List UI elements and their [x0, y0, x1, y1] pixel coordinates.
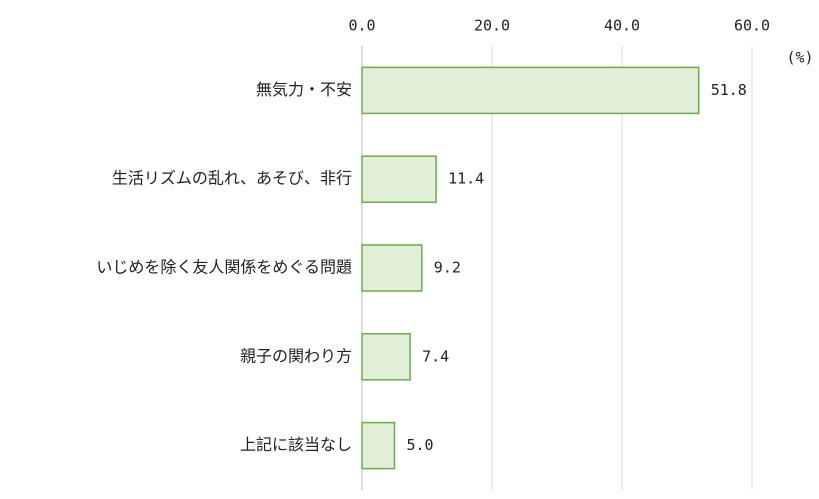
unit-label: (%) [786, 49, 813, 67]
x-tick-label: 40.0 [604, 17, 640, 35]
bar [361, 333, 411, 381]
x-tick-label: 0.0 [348, 17, 375, 35]
bar [361, 66, 700, 115]
data-label: 9.2 [434, 259, 461, 277]
x-tick-label: 20.0 [474, 17, 510, 35]
data-label: 11.4 [448, 170, 484, 188]
data-label: 5.0 [407, 436, 434, 454]
y-tick-label: 無気力・不安 [256, 80, 352, 99]
y-tick-label: いじめを除く友人関係をめぐる問題 [96, 258, 352, 277]
y-tick-label: 上記に該当なし [240, 435, 352, 454]
x-tick-label: 60.0 [734, 17, 770, 35]
data-label: 51.8 [711, 81, 747, 99]
data-label: 7.4 [422, 347, 449, 365]
bar [361, 155, 437, 203]
y-tick-label: 生活リズムの乱れ、あそび、非行 [112, 169, 352, 188]
y-tick-label: 親子の関わり方 [240, 346, 352, 365]
bar [361, 421, 396, 470]
bar [361, 244, 423, 292]
